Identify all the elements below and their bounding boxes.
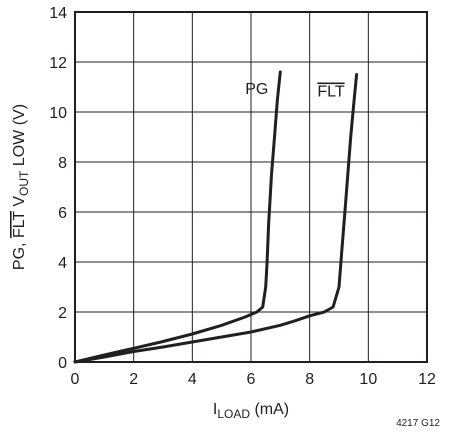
x-tick-label: 4 [188,371,197,388]
y-axis-title-prefix: PG, [11,238,28,270]
x-tick-label: 8 [305,371,314,388]
x-tick-label: 0 [71,371,80,388]
plot-frame [74,11,428,363]
x-tick-label: 6 [247,371,256,388]
x-tick-label: 2 [129,371,138,388]
y-tick-label: 10 [49,105,67,122]
y-tick-label: 8 [58,155,67,172]
series-line-flt [73,73,359,364]
x-axis-title: ILOAD (mA) [213,401,289,421]
y-axis-title-overline: FLT [11,211,28,238]
y-tick-label: 4 [58,255,67,272]
tick-labels: 0 2 4 6 8 10 12 0 2 4 6 8 10 12 14 [49,5,436,388]
series-line-pg [73,70,282,364]
y-tick-label: 6 [58,205,67,222]
y-tick-label: 0 [58,355,67,372]
x-tick-label: 12 [418,371,436,388]
y-axis-title-sub: OUT [17,170,31,196]
x-axis-title-base: I [213,401,217,418]
series-label-flt: FLT [317,84,344,101]
y-axis-title-mid: V [11,196,28,211]
y-tick-label: 2 [58,305,67,322]
x-tick-label: 10 [359,371,377,388]
y-tick-label: 14 [49,5,67,22]
y-axis-title-suffix: LOW (V) [11,104,28,171]
grid [75,12,427,362]
series-lines [73,70,359,364]
y-tick-label: 12 [49,55,67,72]
series-label-pg: PG [245,81,268,98]
y-axis-title: PG, FLT VOUT LOW (V) [11,104,31,270]
figure-id: 4217 G12 [396,418,440,429]
x-axis-title-sub: LOAD [217,407,250,421]
series-labels: PG FLT [245,81,345,101]
x-axis-title-unit: (mA) [250,401,289,418]
